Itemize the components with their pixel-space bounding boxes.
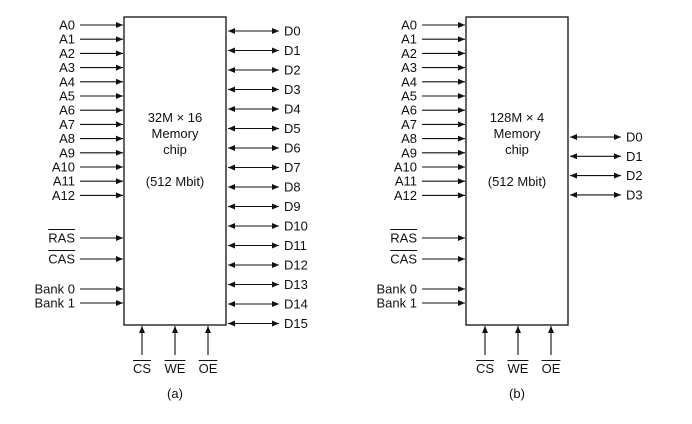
pin-label-cas: CAS <box>48 252 75 267</box>
pin-label-a7: A7 <box>59 117 75 132</box>
pin-label-bank-1: Bank 1 <box>35 296 75 311</box>
pin-label-ras: RAS <box>48 231 75 246</box>
pin-label-a1: A1 <box>401 32 417 47</box>
pin-label-d4: D4 <box>284 102 301 117</box>
pin-label-d2: D2 <box>284 63 301 78</box>
pin-label-a9: A9 <box>59 145 75 160</box>
pin-label-a8: A8 <box>59 131 75 146</box>
pin-label-a6: A6 <box>59 103 75 118</box>
pin-label-d15: D15 <box>284 316 308 331</box>
panel-caption: (b) <box>509 386 525 401</box>
pin-label-cs: CS <box>476 361 494 376</box>
pin-label-d12: D12 <box>284 258 308 273</box>
pin-label-d8: D8 <box>284 180 301 195</box>
pin-label-cs: CS <box>133 361 151 376</box>
pin-label-d13: D13 <box>284 277 308 292</box>
pin-label-a3: A3 <box>59 60 75 75</box>
chip-label-line: 128M × 4 <box>490 110 545 125</box>
pin-label-d5: D5 <box>284 121 301 136</box>
pin-label-d1: D1 <box>284 43 301 58</box>
pin-label-a0: A0 <box>59 18 75 33</box>
pin-label-d11: D11 <box>284 238 307 253</box>
pin-label-a0: A0 <box>401 18 417 33</box>
pin-label-d10: D10 <box>284 219 308 234</box>
pin-label-d9: D9 <box>284 199 301 214</box>
chip-label-line: (512 Mbit) <box>488 174 547 189</box>
pin-label-bank-1: Bank 1 <box>377 296 417 311</box>
pin-label-a9: A9 <box>401 145 417 160</box>
pin-label-a6: A6 <box>401 103 417 118</box>
pin-label-d6: D6 <box>284 141 301 156</box>
pin-label-a4: A4 <box>59 74 75 89</box>
pin-label-a1: A1 <box>59 32 75 47</box>
pin-label-d3: D3 <box>626 187 643 202</box>
pin-label-a11: A11 <box>53 174 75 189</box>
pin-label-d14: D14 <box>284 297 308 312</box>
pin-label-a12: A12 <box>52 188 75 203</box>
pin-label-a5: A5 <box>59 89 75 104</box>
pin-label-a2: A2 <box>59 46 75 61</box>
pin-label-oe: OE <box>542 361 561 376</box>
pin-label-a2: A2 <box>401 46 417 61</box>
chip-label-line: chip <box>163 142 187 157</box>
pin-label-a12: A12 <box>394 188 417 203</box>
pin-label-d0: D0 <box>284 24 301 39</box>
pin-label-d0: D0 <box>626 130 643 145</box>
pin-label-a10: A10 <box>52 160 75 175</box>
pin-label-a5: A5 <box>401 89 417 104</box>
pin-label-ras: RAS <box>390 231 417 246</box>
pin-label-a7: A7 <box>401 117 417 132</box>
pin-label-we: WE <box>165 361 186 376</box>
pin-label-a8: A8 <box>401 131 417 146</box>
pin-label-we: WE <box>508 361 529 376</box>
panel-caption: (a) <box>167 386 183 401</box>
chip-label-line: (512 Mbit) <box>146 174 205 189</box>
pin-label-oe: OE <box>199 361 218 376</box>
pin-label-a4: A4 <box>401 74 417 89</box>
pin-label-bank-0: Bank 0 <box>35 282 75 297</box>
memory-chip-box <box>465 16 569 326</box>
pin-label-d2: D2 <box>626 168 643 183</box>
memory-chip-box <box>123 16 227 326</box>
pin-label-d1: D1 <box>626 149 643 164</box>
chip-label-line: Memory <box>152 126 199 141</box>
pin-label-d7: D7 <box>284 160 301 175</box>
pin-label-a3: A3 <box>401 60 417 75</box>
pin-label-a11: A11 <box>395 174 417 189</box>
chip-label-line: 32M × 16 <box>148 110 203 125</box>
pin-label-bank-0: Bank 0 <box>377 282 417 297</box>
chip-label-line: chip <box>505 142 529 157</box>
pin-label-a10: A10 <box>394 160 417 175</box>
pin-label-d3: D3 <box>284 82 301 97</box>
chip-label-line: Memory <box>494 126 541 141</box>
pin-label-cas: CAS <box>390 252 417 267</box>
